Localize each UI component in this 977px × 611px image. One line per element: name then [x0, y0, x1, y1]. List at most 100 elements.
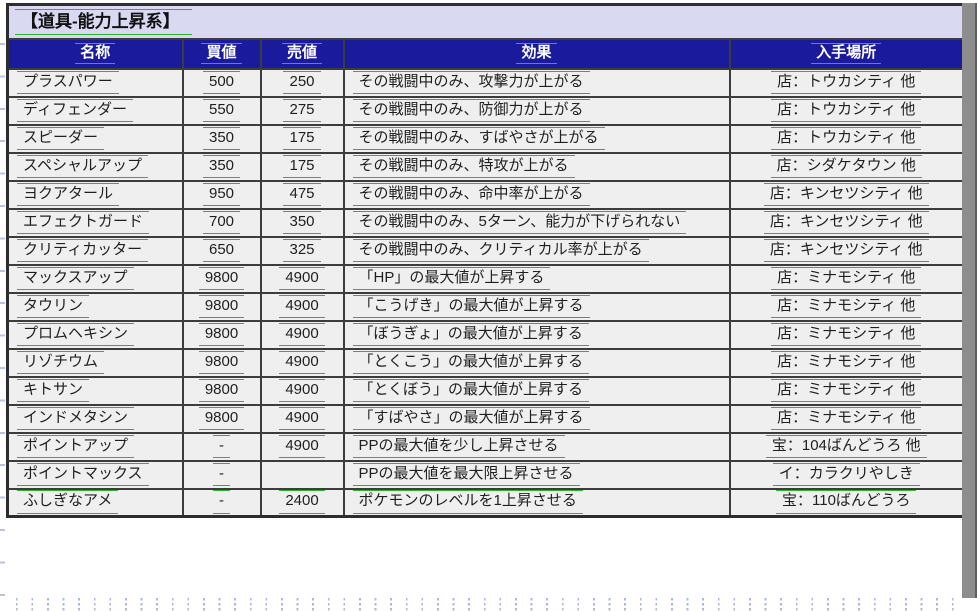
sell-value-link[interactable]: 2400 — [279, 490, 325, 515]
item-name-link[interactable]: ヨクアタール — [17, 182, 120, 207]
buy-value-link[interactable]: 9800 — [198, 322, 245, 347]
buy-value-link[interactable]: - — [213, 462, 230, 487]
sell-value-link[interactable]: 4900 — [279, 350, 325, 375]
location-link[interactable]: 店：トウカシティ 他 — [771, 70, 922, 95]
buy-value-link[interactable]: 9800 — [198, 406, 245, 431]
location-link[interactable]: 店：ミナモシティ 他 — [771, 266, 922, 291]
location-link[interactable]: 店：トウカシティ 他 — [771, 98, 922, 123]
effect-link[interactable]: その戦闘中のみ、防御力が上がる — [352, 98, 590, 123]
item-name-link[interactable]: ポイントマックス — [17, 462, 149, 487]
effect-link[interactable]: 「すばやさ」の最大値が上昇する — [352, 406, 590, 431]
location-link[interactable]: 店：ミナモシティ 他 — [771, 322, 922, 347]
item-row: ディフェンダー 550 275 その戦闘中のみ、防御力が上がる 店：トウカシティ… — [6, 95, 965, 126]
header-effect-link[interactable]: 効果 — [516, 42, 557, 65]
buy-value-link[interactable]: 500 — [202, 70, 241, 95]
header-sell-link[interactable]: 売値 — [281, 42, 322, 65]
cell-location: 店：キンセツシティ 他 — [728, 207, 965, 238]
buy-value-link[interactable]: 550 — [202, 98, 241, 123]
sell-value-link[interactable]: 4900 — [279, 266, 325, 291]
buy-value-link[interactable]: 350 — [202, 154, 241, 179]
cell-effect: ポケモンのレベルを1上昇させる — [342, 487, 731, 518]
cell-sell: 4900 — [259, 263, 345, 294]
buy-value-link[interactable]: - — [213, 490, 230, 515]
item-name-link[interactable]: プラスパワー — [17, 70, 119, 95]
effect-link[interactable]: 「こうげき」の最大値が上昇する — [352, 294, 590, 319]
sell-value-link[interactable]: 4900 — [279, 322, 325, 347]
location-link[interactable]: 宝：104ばんどうろ 他 — [765, 434, 927, 459]
sell-value-link[interactable]: 4900 — [279, 294, 325, 319]
cell-sell: 4900 — [259, 291, 345, 322]
item-name-link[interactable]: プロムヘキシン — [17, 322, 135, 347]
sell-value-link[interactable]: 175 — [283, 154, 321, 179]
item-row: クリティカッター 650 325 その戦闘中のみ、クリティカル率が上がる 店：キ… — [6, 235, 965, 266]
location-link[interactable]: 宝：110ばんどうろ — [776, 490, 917, 515]
header-name: 名称 — [6, 37, 184, 70]
item-name-link[interactable]: エフェクトガード — [17, 210, 150, 235]
item-name-link[interactable]: スピーダー — [17, 126, 105, 151]
sell-value-link[interactable]: 4900 — [279, 434, 325, 459]
effect-link[interactable]: その戦闘中のみ、特攻が上がる — [352, 154, 575, 179]
location-link[interactable]: 店：ミナモシティ 他 — [771, 294, 922, 319]
location-link[interactable]: 店：シダケタウン 他 — [770, 154, 922, 179]
effect-link[interactable]: PPの最大値を最大限上昇させる — [352, 462, 580, 487]
item-name-link[interactable]: キトサン — [17, 378, 90, 403]
sell-value-link[interactable]: 4900 — [279, 378, 325, 403]
cell-buy: 950 — [181, 179, 262, 210]
buy-value-link[interactable]: 9800 — [198, 378, 245, 403]
effect-link[interactable]: ポケモンのレベルを1上昇させる — [352, 490, 583, 515]
effect-link[interactable]: その戦闘中のみ、すばやさが上がる — [352, 126, 605, 151]
sell-value-link[interactable]: 250 — [283, 70, 321, 95]
item-name-link[interactable]: マックスアップ — [17, 266, 134, 291]
effect-link[interactable]: その戦闘中のみ、命中率が上がる — [352, 182, 590, 207]
buy-value-link[interactable]: 350 — [202, 126, 241, 151]
header-name-link[interactable]: 名称 — [75, 42, 116, 65]
effect-link[interactable]: 「HP」の最大値が上昇する — [352, 266, 551, 291]
buy-value-link[interactable]: 700 — [202, 210, 241, 235]
location-link[interactable]: 店：ミナモシティ 他 — [771, 378, 922, 403]
location-link[interactable]: 店：トウカシティ 他 — [771, 126, 922, 151]
location-link[interactable]: 店：ミナモシティ 他 — [771, 406, 922, 431]
cell-buy: 9800 — [181, 263, 262, 294]
sell-value-link[interactable]: 325 — [283, 238, 321, 263]
effect-link[interactable]: 「とくぼう」の最大値が上昇する — [352, 378, 590, 403]
location-link[interactable]: 店：キンセツシティ 他 — [763, 182, 929, 207]
header-buy-link[interactable]: 買値 — [201, 42, 242, 65]
item-name-link[interactable]: ポイントアップ — [17, 434, 135, 459]
cell-buy: - — [181, 459, 262, 490]
location-link[interactable]: 店：ミナモシティ 他 — [771, 350, 922, 375]
sell-value-link[interactable]: 275 — [283, 98, 321, 123]
item-name-link[interactable]: ふしぎなアメ — [17, 490, 119, 515]
header-location-link[interactable]: 入手場所 — [811, 42, 882, 65]
sell-value-link[interactable]: 175 — [283, 126, 321, 151]
location-link[interactable]: 店：キンセツシティ 他 — [763, 238, 929, 263]
effect-link[interactable]: その戦闘中のみ、クリティカル率が上がる — [352, 238, 649, 263]
effect-link[interactable]: PPの最大値を少し上昇させる — [352, 434, 565, 459]
buy-value-link[interactable]: - — [213, 434, 230, 459]
buy-value-link[interactable]: 950 — [202, 182, 241, 207]
item-name-link[interactable]: ディフェンダー — [17, 98, 133, 123]
sell-value-link[interactable]: 475 — [283, 182, 321, 207]
effect-link[interactable]: 「とくこう」の最大値が上昇する — [352, 350, 590, 375]
sell-value-link[interactable]: 4900 — [279, 406, 325, 431]
buy-value-link[interactable]: 9800 — [198, 266, 245, 291]
cell-sell: 4900 — [259, 403, 345, 434]
item-name-link[interactable]: リゾチウム — [17, 350, 105, 375]
effect-link[interactable]: 「ぼうぎょ」の最大値が上昇する — [352, 322, 589, 347]
cell-sell: 275 — [259, 95, 345, 126]
item-name-link[interactable]: インドメタシン — [17, 406, 135, 431]
location-link[interactable]: イ：カラクリやしき — [772, 462, 920, 487]
sell-value-link[interactable]: 350 — [283, 210, 321, 235]
buy-value-link[interactable]: 650 — [202, 238, 241, 263]
effect-link[interactable]: その戦闘中のみ、攻撃力が上がる — [352, 70, 590, 95]
item-name-link[interactable]: タウリン — [17, 294, 90, 319]
item-name-link[interactable]: スペシャルアップ — [17, 154, 148, 179]
item-name-link[interactable]: クリティカッター — [17, 238, 149, 263]
item-row: エフェクトガード 700 350 その戦闘中のみ、5ターン、能力が下げられない … — [6, 207, 965, 238]
effect-link[interactable]: その戦闘中のみ、5ターン、能力が下げられない — [352, 210, 687, 235]
cell-location: 店：トウカシティ 他 — [728, 123, 965, 154]
page-title-link[interactable]: 【道具-能力上昇系】 — [15, 8, 192, 35]
item-row: プロムヘキシン 9800 4900 「ぼうぎょ」の最大値が上昇する 店：ミナモシ… — [6, 319, 965, 350]
location-link[interactable]: 店：キンセツシティ 他 — [763, 210, 929, 235]
buy-value-link[interactable]: 9800 — [198, 294, 245, 319]
buy-value-link[interactable]: 9800 — [198, 350, 245, 375]
